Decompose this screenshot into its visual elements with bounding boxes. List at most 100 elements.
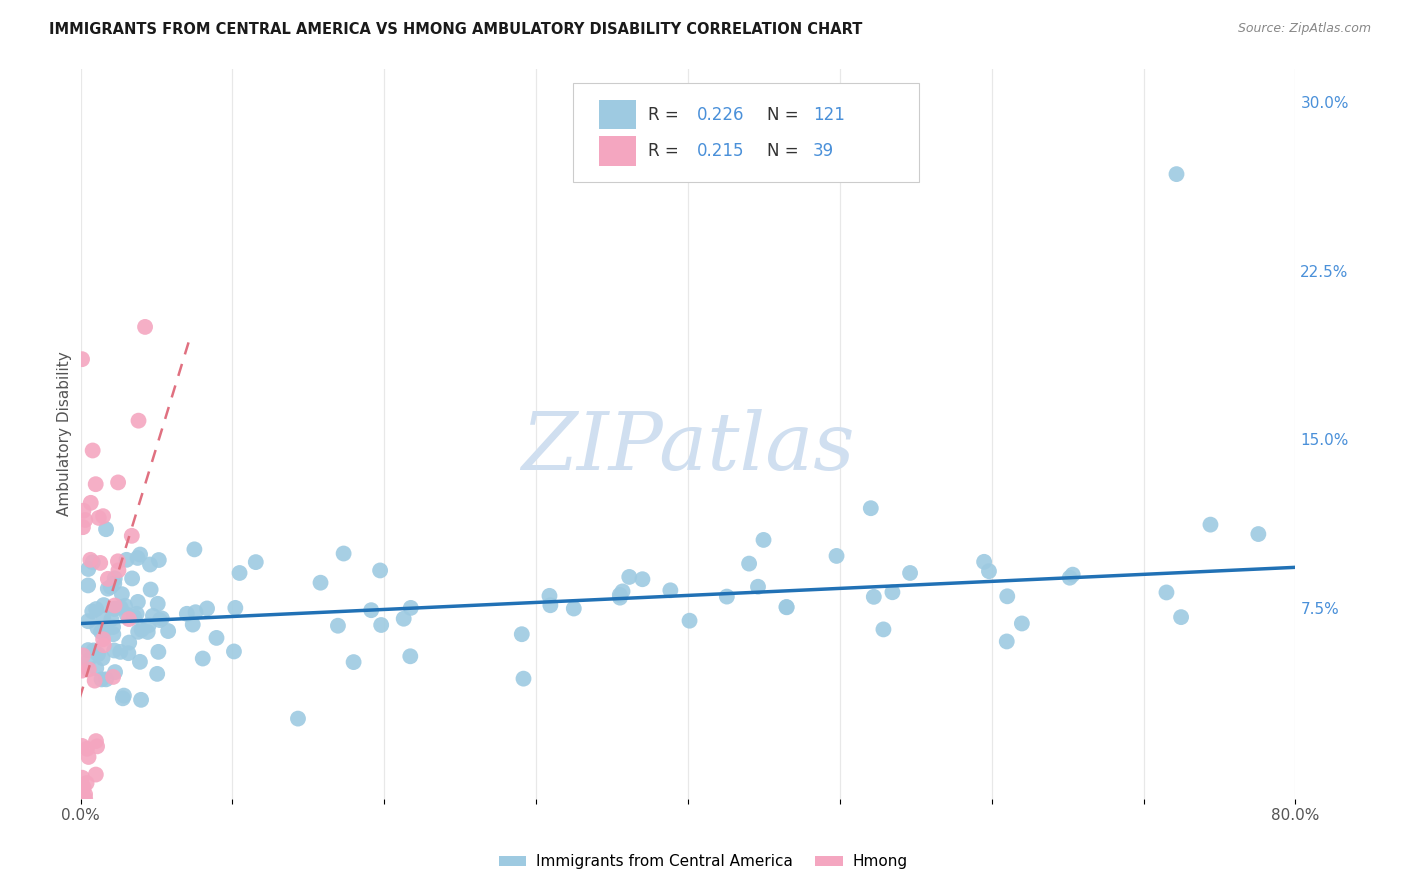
FancyBboxPatch shape xyxy=(599,100,636,129)
Point xyxy=(1170,610,1192,624)
Point xyxy=(72,780,94,795)
FancyBboxPatch shape xyxy=(599,136,636,166)
Point xyxy=(510,627,533,641)
Point xyxy=(97,582,120,596)
Text: ZIPatlas: ZIPatlas xyxy=(522,409,855,487)
Point xyxy=(91,509,114,524)
Point xyxy=(129,548,152,562)
Point xyxy=(747,580,769,594)
Point xyxy=(184,605,207,619)
Text: Source: ZipAtlas.com: Source: ZipAtlas.com xyxy=(1237,22,1371,36)
Point xyxy=(995,590,1018,604)
Point xyxy=(77,654,100,668)
Point xyxy=(83,673,105,688)
Point xyxy=(101,620,124,634)
Point xyxy=(538,589,561,603)
Point xyxy=(136,625,159,640)
Point xyxy=(128,414,150,428)
Point xyxy=(111,587,134,601)
Point xyxy=(91,651,114,665)
Text: IMMIGRANTS FROM CENTRAL AMERICA VS HMONG AMBULATORY DISABILITY CORRELATION CHART: IMMIGRANTS FROM CENTRAL AMERICA VS HMONG… xyxy=(49,22,863,37)
Point xyxy=(117,646,139,660)
Point xyxy=(752,533,775,547)
Point xyxy=(72,520,94,534)
Point xyxy=(76,741,98,756)
Point xyxy=(1199,517,1222,532)
Point xyxy=(115,553,138,567)
Text: R =: R = xyxy=(648,142,683,160)
Point xyxy=(103,602,125,616)
Point xyxy=(84,767,107,781)
Point xyxy=(111,691,134,706)
Point xyxy=(129,693,152,707)
Point xyxy=(125,607,148,621)
Point xyxy=(127,550,149,565)
Point xyxy=(659,583,682,598)
Point xyxy=(93,638,115,652)
Point xyxy=(332,547,354,561)
Point xyxy=(148,645,170,659)
Point xyxy=(100,580,122,594)
Point xyxy=(118,635,141,649)
Point xyxy=(118,612,141,626)
Point xyxy=(70,739,93,753)
Point xyxy=(84,602,107,616)
Point xyxy=(245,555,267,569)
Point xyxy=(612,584,634,599)
Point xyxy=(76,776,98,790)
Point xyxy=(77,750,100,764)
Legend: Immigrants from Central America, Hmong: Immigrants from Central America, Hmong xyxy=(492,848,914,875)
Point xyxy=(129,655,152,669)
Point xyxy=(973,555,995,569)
Point xyxy=(776,600,799,615)
Point xyxy=(70,352,93,367)
Point xyxy=(112,689,135,703)
Point xyxy=(84,477,107,491)
Y-axis label: Ambulatory Disability: Ambulatory Disability xyxy=(58,351,72,516)
Text: N =: N = xyxy=(766,105,804,123)
Point xyxy=(87,511,110,525)
Point xyxy=(716,590,738,604)
Point xyxy=(176,607,198,621)
Point xyxy=(91,611,114,625)
Point xyxy=(222,644,245,658)
Point xyxy=(150,611,173,625)
Text: N =: N = xyxy=(766,142,804,160)
Point xyxy=(80,496,103,510)
Point xyxy=(181,617,204,632)
Point xyxy=(107,554,129,568)
Point xyxy=(90,673,112,687)
Point xyxy=(70,664,93,678)
Point xyxy=(862,590,884,604)
Point xyxy=(142,608,165,623)
Point xyxy=(183,542,205,557)
Point xyxy=(148,553,170,567)
Point xyxy=(115,607,138,622)
Point xyxy=(77,643,100,657)
Point xyxy=(1247,527,1270,541)
Point xyxy=(538,599,561,613)
Text: 0.215: 0.215 xyxy=(696,142,744,160)
Point xyxy=(83,643,105,657)
Point xyxy=(1011,616,1033,631)
Point xyxy=(138,618,160,632)
Point xyxy=(392,612,415,626)
Point xyxy=(224,600,246,615)
Point xyxy=(75,513,97,527)
Point xyxy=(94,673,117,687)
Point xyxy=(75,791,97,805)
Point xyxy=(82,555,104,569)
Point xyxy=(205,631,228,645)
Point xyxy=(360,603,382,617)
Point xyxy=(609,591,631,605)
Text: 121: 121 xyxy=(813,105,845,123)
Point xyxy=(72,504,94,518)
Point xyxy=(77,562,100,576)
Text: R =: R = xyxy=(648,105,683,123)
Point xyxy=(678,614,700,628)
Point xyxy=(110,600,132,615)
Point xyxy=(107,563,129,577)
Point xyxy=(114,599,136,613)
Point xyxy=(370,618,392,632)
Point xyxy=(107,475,129,490)
